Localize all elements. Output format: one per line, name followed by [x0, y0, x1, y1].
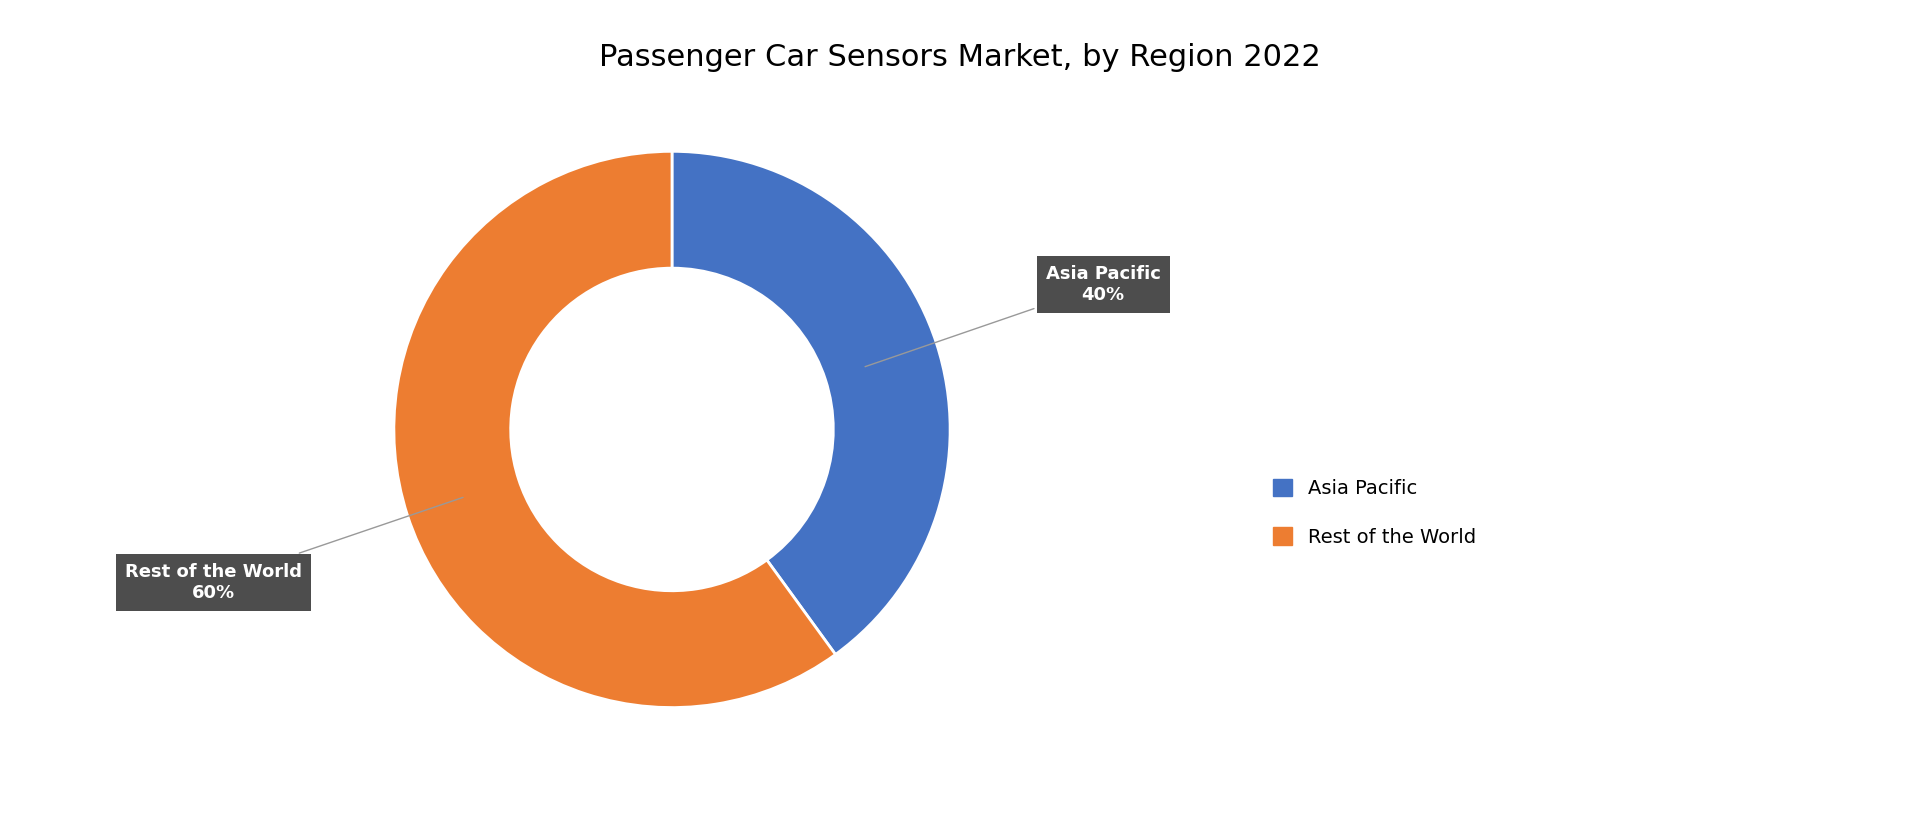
Legend: Asia Pacific, Rest of the World: Asia Pacific, Rest of the World	[1273, 479, 1476, 546]
Wedge shape	[672, 151, 950, 654]
Wedge shape	[394, 151, 835, 708]
Text: Asia Pacific
40%: Asia Pacific 40%	[866, 265, 1160, 366]
Text: Rest of the World
60%: Rest of the World 60%	[125, 497, 463, 602]
Text: Passenger Car Sensors Market, by Region 2022: Passenger Car Sensors Market, by Region …	[599, 43, 1321, 72]
